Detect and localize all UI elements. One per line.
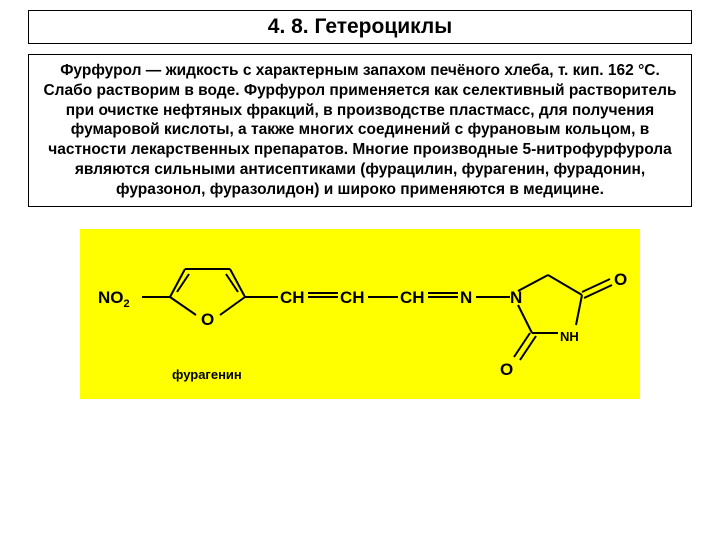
structure-name: фурагенин: [172, 367, 242, 382]
label-o-furan: O: [201, 310, 214, 329]
label-o-left: O: [500, 360, 513, 379]
label-o-right: O: [614, 270, 627, 289]
slide-title: 4. 8. Гетероциклы: [37, 15, 683, 39]
slide-root: 4. 8. Гетероциклы Фурфурол — жидкость с …: [0, 0, 720, 540]
label-ch1: CH: [280, 288, 305, 307]
body-box: Фурфурол — жидкость с характерным запахо…: [28, 54, 692, 207]
furagenin-structure: NO2 O CH CH CH N N O O NH фурагенин: [80, 229, 640, 399]
label-n-ring: N: [510, 288, 522, 307]
chemical-structure-panel: NO2 O CH CH CH N N O O NH фурагенин: [80, 229, 640, 399]
label-n-eq: N: [460, 288, 472, 307]
label-ch3: CH: [400, 288, 425, 307]
label-no2: NO2: [98, 288, 130, 310]
body-text: Фурфурол — жидкость с характерным запахо…: [39, 61, 681, 200]
label-nh: NH: [560, 329, 579, 344]
title-box: 4. 8. Гетероциклы: [28, 10, 692, 44]
label-ch2: CH: [340, 288, 365, 307]
